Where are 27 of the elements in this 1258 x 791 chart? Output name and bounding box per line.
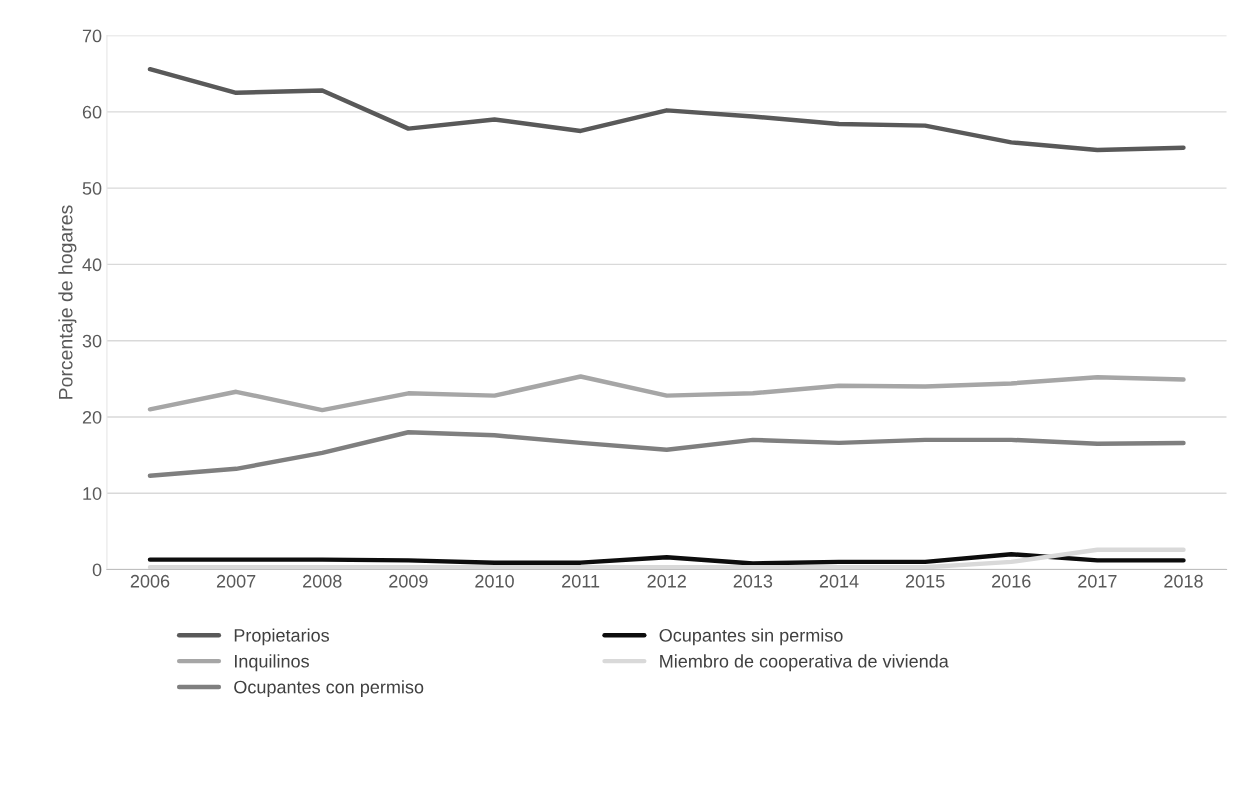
x-tick-label: 2009 <box>389 574 428 588</box>
y-axis-title: Porcentaje de hogares <box>58 205 77 399</box>
y-tick-label: 50 <box>82 182 102 195</box>
y-tick-label: 10 <box>83 487 102 500</box>
x-tick-label: 2011 <box>562 574 600 588</box>
x-tick-label: 2013 <box>733 574 773 588</box>
y-tick-label: 30 <box>82 334 102 348</box>
legend-label: Propietarios <box>234 628 330 646</box>
x-tick-label: 2018 <box>1164 574 1203 588</box>
x-tick-label: 2007 <box>216 574 256 588</box>
y-tick-label: 70 <box>82 29 102 43</box>
x-tick-label: 2016 <box>992 574 1031 588</box>
legend-label: Miembro de cooperativa de vivienda <box>660 654 949 672</box>
x-tick-label: 2008 <box>303 574 342 588</box>
legend-label: Ocupantes sin permiso <box>659 628 843 646</box>
y-tick-label: 20 <box>82 410 102 424</box>
x-tick-label: 2010 <box>475 574 514 588</box>
x-tick-label: 2006 <box>130 574 170 588</box>
y-tick-label: 60 <box>82 105 102 119</box>
x-tick-label: 2012 <box>647 574 686 588</box>
x-tick-label: 2014 <box>819 574 859 588</box>
legend-label: Ocupantes con permiso <box>234 680 424 698</box>
y-tick-label: 40 <box>82 258 102 272</box>
x-tick-label: 2017 <box>1078 574 1117 588</box>
y-tick-label: 0 <box>92 563 102 577</box>
legend-label: Inquilinos <box>234 654 309 672</box>
x-tick-label: 2015 <box>905 574 945 588</box>
